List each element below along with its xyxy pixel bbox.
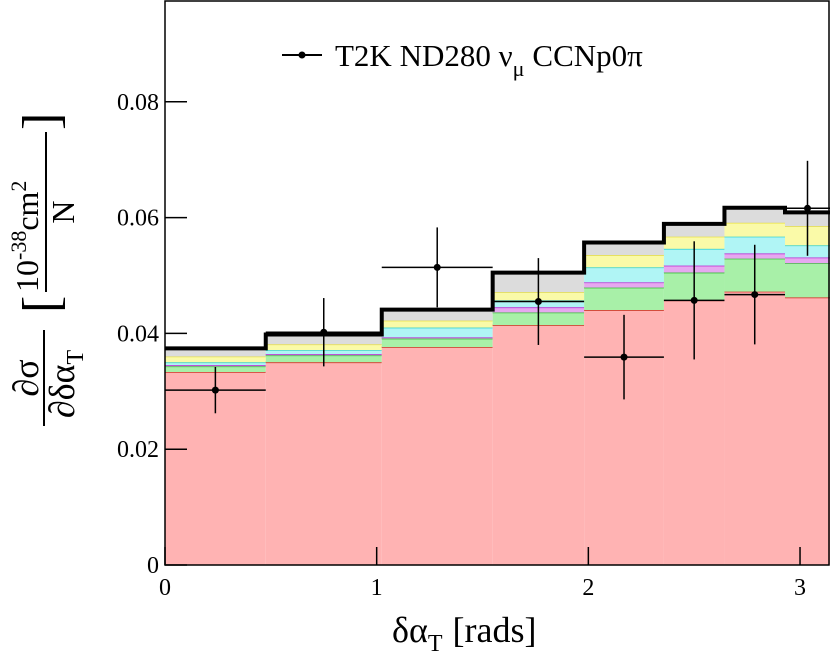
- y-tick-label: 0: [147, 553, 159, 579]
- y-label-unit-rest-exponent: 2: [6, 181, 31, 192]
- y-label-denominator-text: ∂δα: [42, 364, 82, 418]
- x-tick-label: 2: [582, 575, 594, 601]
- stack-segment: [784, 297, 830, 565]
- x-label-subscript: T: [428, 631, 443, 656]
- stack-segment: [584, 287, 664, 311]
- plot-area: 0 0.02 0.04 0.06 0.08 0 1 2 3: [117, 0, 830, 601]
- y-label-unit-num: 10-38cm2: [6, 181, 45, 292]
- data-point: [751, 291, 759, 299]
- y-tick-label: 0.02: [117, 437, 159, 463]
- stack-segment: [663, 223, 725, 237]
- stack-segment: [165, 356, 266, 363]
- y-label-unit-base: 10: [9, 260, 45, 292]
- legend-label: T2K ND280 νμ CCNp0π: [335, 38, 643, 81]
- data-point: [803, 204, 811, 212]
- legend-subscript: μ: [513, 56, 525, 81]
- x-label-text: δα: [392, 610, 428, 650]
- data-point: [620, 353, 628, 361]
- y-tick-label: 0.06: [117, 206, 159, 232]
- plot-frame: [164, 0, 830, 566]
- x-label-unit: [rads]: [453, 610, 537, 650]
- stack-segment: [381, 338, 493, 348]
- legend-marker: [298, 51, 306, 59]
- stack-segment: [381, 320, 493, 328]
- legend-text-rest: CCNp0π: [532, 38, 643, 73]
- stack-segment: [584, 267, 664, 283]
- stack-segment: [584, 282, 664, 288]
- legend: T2K ND280 νμ CCNp0π: [282, 38, 643, 81]
- data-point: [320, 328, 328, 336]
- data-point: [433, 263, 441, 271]
- stack-segment: [724, 207, 785, 223]
- y-label-unit-denominator: N: [45, 200, 81, 223]
- stack-segment: [784, 257, 830, 264]
- data-point: [211, 386, 219, 394]
- data-point: [690, 296, 698, 304]
- stack-segment: [784, 263, 830, 298]
- stack-segment: [165, 362, 266, 366]
- y-label-denominator: ∂δαT: [42, 350, 89, 419]
- x-tick-label: 3: [794, 575, 806, 601]
- y-axis-label: ∂σ ∂δαT [ 10-38cm2 N ]: [6, 113, 89, 426]
- y-label-unit-rest: cm: [9, 191, 45, 230]
- y-label-bracket-right: ]: [13, 113, 70, 130]
- stack-segment: [381, 309, 493, 321]
- y-tick-label: 0.04: [117, 321, 159, 347]
- stack-segment: [584, 242, 664, 256]
- stack-segment: [381, 347, 493, 565]
- x-tick-label: 1: [371, 575, 383, 601]
- stack-segment: [381, 327, 493, 338]
- y-label-unit-exponent: -38: [6, 231, 31, 260]
- stack-segment: [265, 362, 382, 565]
- stack-segment: [724, 222, 785, 237]
- x-axis-label: δαT [rads]: [392, 610, 536, 656]
- x-tick-label: 0: [159, 575, 171, 601]
- y-tick-label: 0.08: [117, 90, 159, 116]
- stack-segment: [165, 348, 266, 357]
- stack-segment: [584, 255, 664, 268]
- stack-segment: [492, 325, 585, 565]
- y-label-numerator: ∂σ: [6, 359, 46, 396]
- y-label-subscript: T: [63, 350, 89, 365]
- legend-text: T2K ND280 ν: [335, 38, 513, 73]
- data-point: [534, 298, 542, 306]
- y-label-bracket-left: [: [13, 296, 70, 313]
